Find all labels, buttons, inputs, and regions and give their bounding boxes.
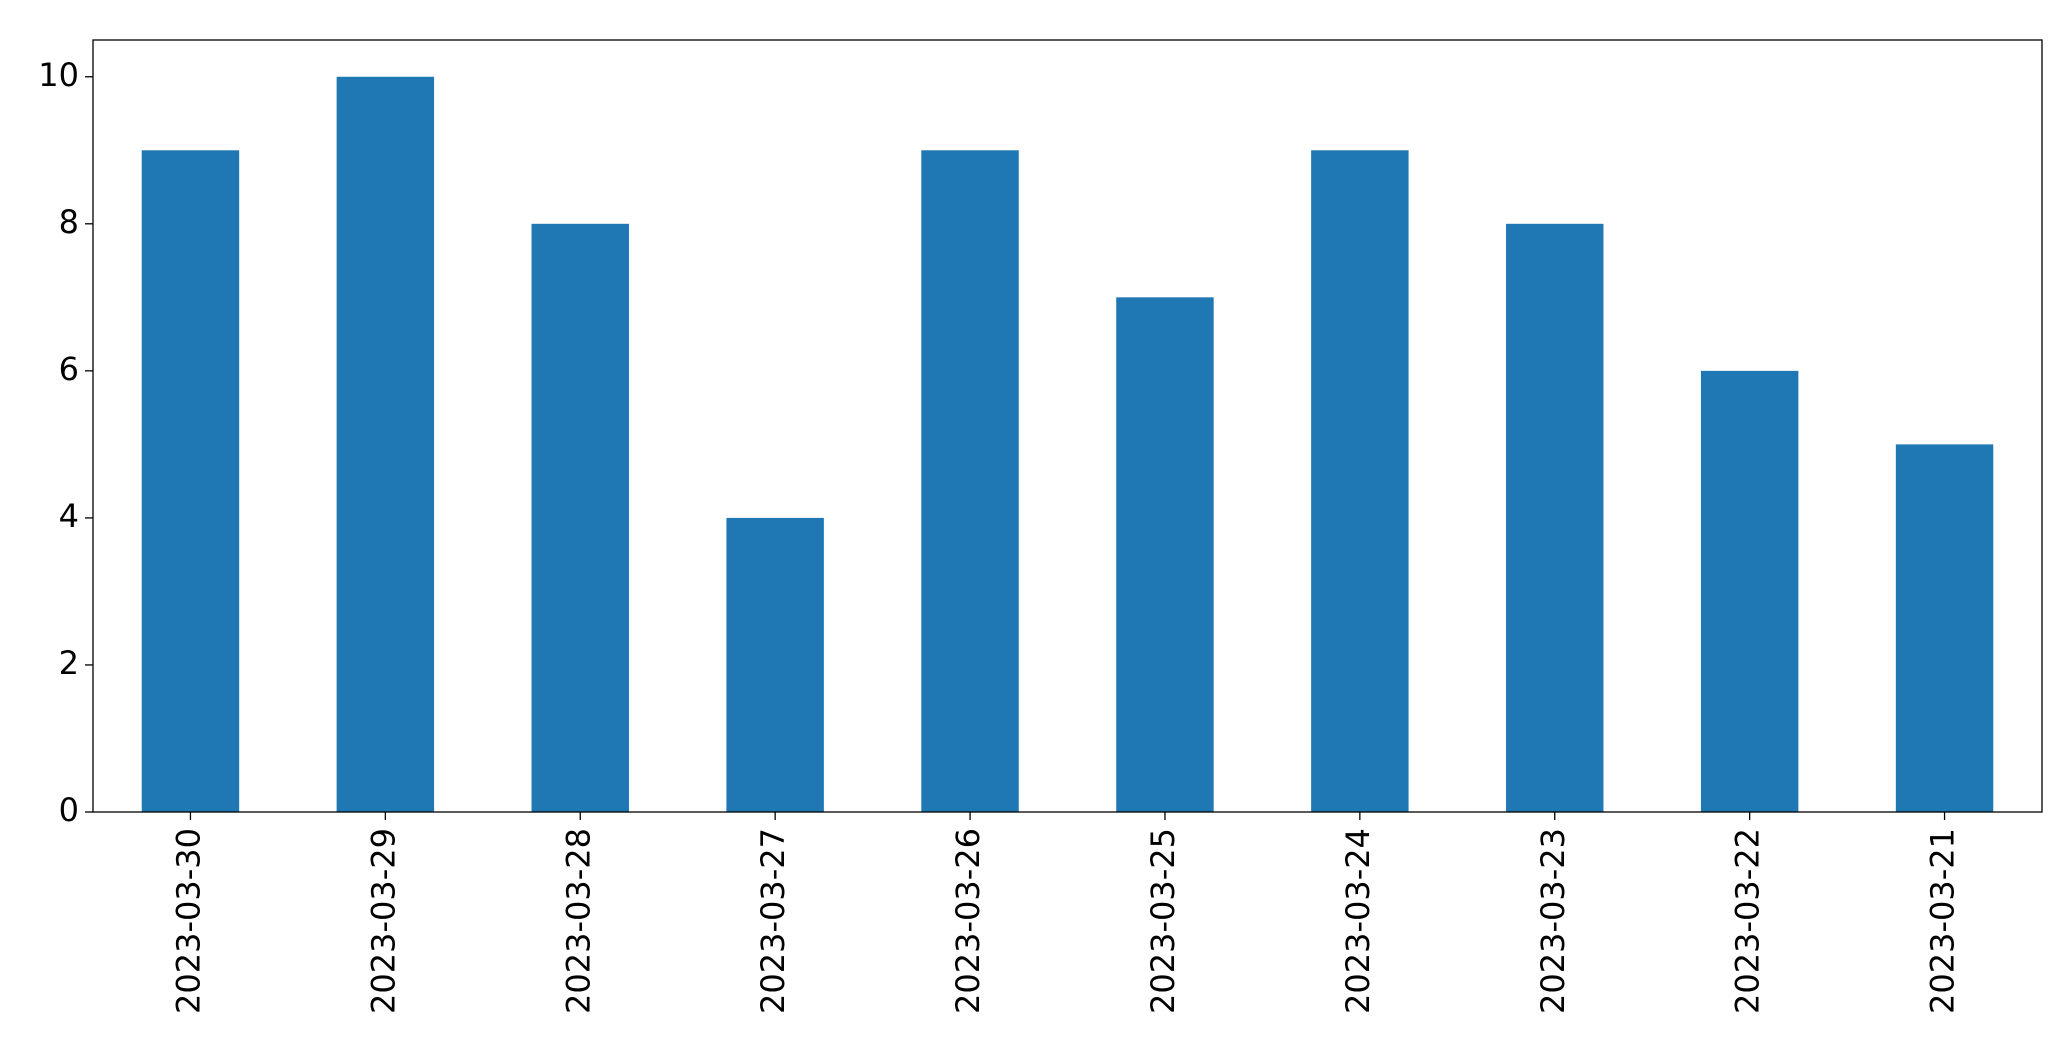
bar <box>1895 444 1994 812</box>
bar <box>141 150 240 813</box>
bar <box>531 223 629 813</box>
y-tick-label: 0 <box>59 791 79 829</box>
y-tick-label: 10 <box>38 56 79 94</box>
y-tick-label: 2 <box>59 644 79 682</box>
bar <box>336 76 435 812</box>
x-tick-label: 2023-03-26 <box>949 828 987 1014</box>
bar <box>1700 370 1799 812</box>
x-tick-label: 2023-03-21 <box>1924 828 1962 1014</box>
x-tick-label: 2023-03-24 <box>1339 828 1377 1014</box>
bar <box>1506 223 1604 813</box>
x-tick-label: 2023-03-30 <box>169 828 207 1014</box>
plot-frame <box>92 39 2043 813</box>
x-tick-label: 2023-03-29 <box>364 828 402 1014</box>
bar <box>1311 150 1409 813</box>
bar <box>1116 297 1214 812</box>
bar <box>921 150 1019 813</box>
y-tick-label: 4 <box>59 497 79 535</box>
x-tick-label: 2023-03-27 <box>754 828 792 1014</box>
bar <box>726 517 824 812</box>
y-tick-label: 6 <box>59 350 79 388</box>
x-tick-label: 2023-03-23 <box>1534 828 1572 1014</box>
x-tick-label: 2023-03-25 <box>1144 828 1182 1014</box>
x-tick-label: 2023-03-28 <box>559 828 597 1014</box>
x-tick-label: 2023-03-22 <box>1729 828 1767 1014</box>
y-tick-label: 8 <box>59 203 79 241</box>
